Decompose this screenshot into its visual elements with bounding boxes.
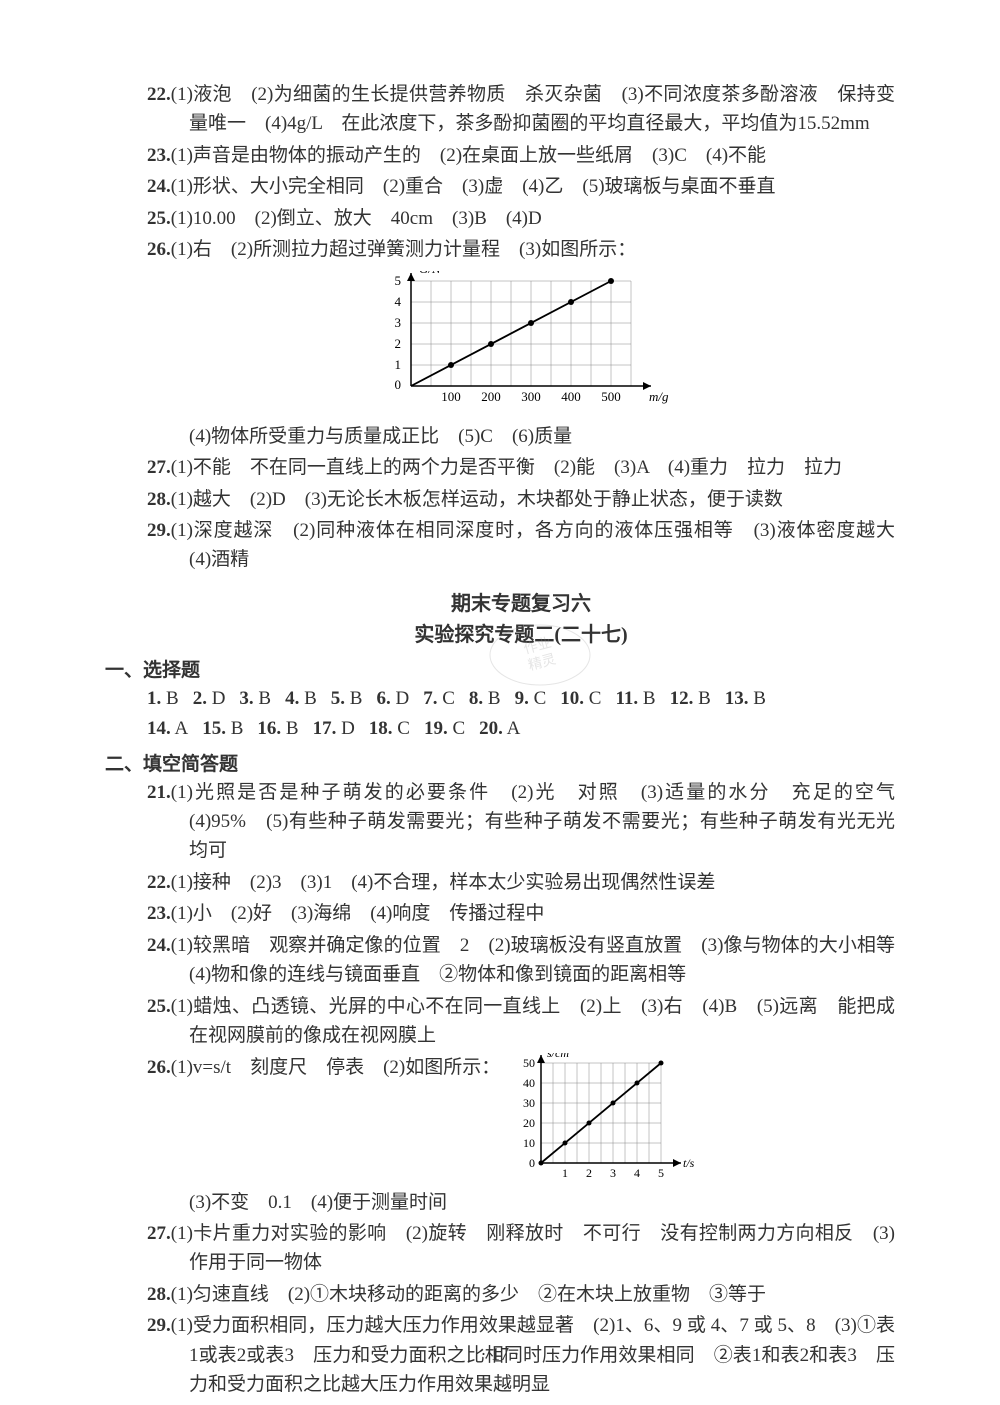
svg-text:200: 200 — [481, 389, 501, 404]
answer-23: 23.(1)声音是由物体的振动产生的 (2)在桌面上放一些纸屑 (3)C (4)… — [147, 141, 895, 170]
svg-text:t/s: t/s — [683, 1156, 695, 1170]
chart-distance-time: 0 10 20 30 40 50 1 2 3 4 5 t/s s/cm — [506, 1053, 711, 1188]
answer-22: 22.(1)液泡 (2)为细菌的生长提供营养物质 杀灭杂菌 (3)不同浓度茶多酚… — [147, 80, 895, 139]
answer-26-before: 26.(1)右 (2)所测拉力超过弹簧测力计量程 (3)如图所示： — [147, 235, 895, 264]
mc-answer: 4. B — [285, 688, 317, 709]
mc-answer: 17. D — [313, 718, 355, 739]
svg-text:50: 50 — [523, 1056, 535, 1070]
svg-text:5: 5 — [395, 273, 402, 288]
svg-text:0: 0 — [395, 377, 402, 392]
answer-28: 28.(1)越大 (2)D (3)无论长木板怎样运动，木块都处于静止状态，便于读… — [147, 485, 895, 514]
svg-text:0: 0 — [529, 1156, 535, 1170]
svg-text:10: 10 — [523, 1136, 535, 1150]
mc-answer: 3. B — [239, 688, 271, 709]
s6-answer-25: 25.(1)蜡烛、凸透镜、光屏的中心不在同一直线上 (2)上 (3)右 (4)B… — [147, 992, 895, 1051]
s6-answer-24: 24.(1)较黑暗 观察并确定像的位置 2 (2)玻璃板没有竖直放置 (3)像与… — [147, 931, 895, 990]
mc-answer: 12. B — [670, 688, 711, 709]
mc-answer: 11. B — [615, 688, 655, 709]
s6-answer-23: 23.(1)小 (2)好 (3)海绵 (4)响度 传播过程中 — [147, 899, 895, 928]
svg-text:3: 3 — [610, 1166, 616, 1180]
svg-text:4: 4 — [634, 1166, 640, 1180]
s6-answer-21: 21.(1)光照是否是种子萌发的必要条件 (2)光 对照 (3)适量的水分 充足… — [147, 778, 895, 866]
mc-answer: 6. D — [376, 688, 409, 709]
mc-answer: 5. B — [331, 688, 363, 709]
svg-text:300: 300 — [521, 389, 541, 404]
mc-answer: 15. B — [202, 718, 243, 739]
svg-text:1: 1 — [395, 357, 402, 372]
answer-24: 24.(1)形状、大小完全相同 (2)重合 (3)虚 (4)乙 (5)玻璃板与桌… — [147, 172, 895, 201]
mc-answer: 20. A — [479, 718, 520, 739]
answer-29: 29.(1)深度越深 (2)同种液体在相同深度时，各方向的液体压强相等 (3)液… — [147, 516, 895, 575]
mc-answer: 18. C — [369, 718, 410, 739]
mc-answer: 1. B — [147, 688, 179, 709]
svg-text:100: 100 — [441, 389, 461, 404]
category-mc: 一、选择题 — [105, 655, 895, 682]
s6-answer-26-after: (3)不变 0.1 (4)便于测量时间 — [147, 1188, 895, 1217]
mc-answer: 14. A — [147, 718, 188, 739]
svg-text:3: 3 — [395, 315, 402, 330]
svg-text:1: 1 — [562, 1166, 568, 1180]
page-content: 22.(1)液泡 (2)为细菌的生长提供营养物质 杀灭杂菌 (3)不同浓度茶多酚… — [105, 80, 895, 1400]
svg-text:30: 30 — [523, 1096, 535, 1110]
s6-answer-26-before: 26.(1)v=s/t 刻度尺 停表 (2)如图所示： 0 10 20 — [147, 1053, 895, 1188]
mc-answer: 10. C — [560, 688, 601, 709]
s6-answer-22: 22.(1)接种 (2)3 (3)1 (4)不合理，样本太少实验易出现偶然性误差 — [147, 868, 895, 897]
mc-answer: 13. B — [725, 688, 766, 709]
section-subtitle: 实验探究专题二(二十七) — [147, 618, 895, 647]
mc-answer: 19. C — [424, 718, 465, 739]
mc-row-1: 1. B 2. D 3. B 4. B 5. B 6. D 7. C 8. B 9. C 10. … — [147, 684, 895, 714]
mc-answer: 2. D — [193, 688, 226, 709]
svg-text:G/N: G/N — [419, 271, 442, 276]
answer-27: 27.(1)不能 不在同一直线上的两个力是否平衡 (2)能 (3)A (4)重力… — [147, 453, 895, 482]
svg-text:400: 400 — [561, 389, 581, 404]
category-fill: 二、填空简答题 — [105, 749, 895, 776]
s6-answer-28: 28.(1)匀速直线 (2)①木块移动的距离的多少 ②在木块上放重物 ③等于 — [147, 1280, 895, 1309]
s6-answer-27: 27.(1)卡片重力对实验的影响 (2)旋转 刚释放时 不可行 没有控制两力方向… — [147, 1219, 895, 1278]
svg-text:2: 2 — [586, 1166, 592, 1180]
mc-answer: 9. C — [515, 688, 547, 709]
svg-text:s/cm: s/cm — [547, 1053, 569, 1060]
svg-text:5: 5 — [658, 1166, 664, 1180]
svg-text:2: 2 — [395, 336, 402, 351]
svg-text:4: 4 — [395, 294, 402, 309]
mc-answer: 8. B — [469, 688, 501, 709]
mc-answer: 16. B — [257, 718, 298, 739]
svg-text:20: 20 — [523, 1116, 535, 1130]
section-title: 期末专题复习六 — [147, 587, 895, 616]
mc-row-2: 14. A 15. B 16. B 17. D 18. C 19. C 20. A — [147, 714, 895, 744]
svg-text:m/g: m/g — [649, 389, 669, 404]
page-number: · 17 · — [0, 1344, 1000, 1365]
chart-gravity-mass: 0 1 2 3 4 5 100 200 300 400 500 m/g G/N — [147, 271, 895, 416]
answer-25: 25.(1)10.00 (2)倒立、放大 40cm (3)B (4)D — [147, 204, 895, 233]
answer-26-after: (4)物体所受重力与质量成正比 (5)C (6)质量 — [147, 422, 895, 451]
svg-text:500: 500 — [601, 389, 621, 404]
mc-answer: 7. C — [423, 688, 455, 709]
svg-text:40: 40 — [523, 1076, 535, 1090]
